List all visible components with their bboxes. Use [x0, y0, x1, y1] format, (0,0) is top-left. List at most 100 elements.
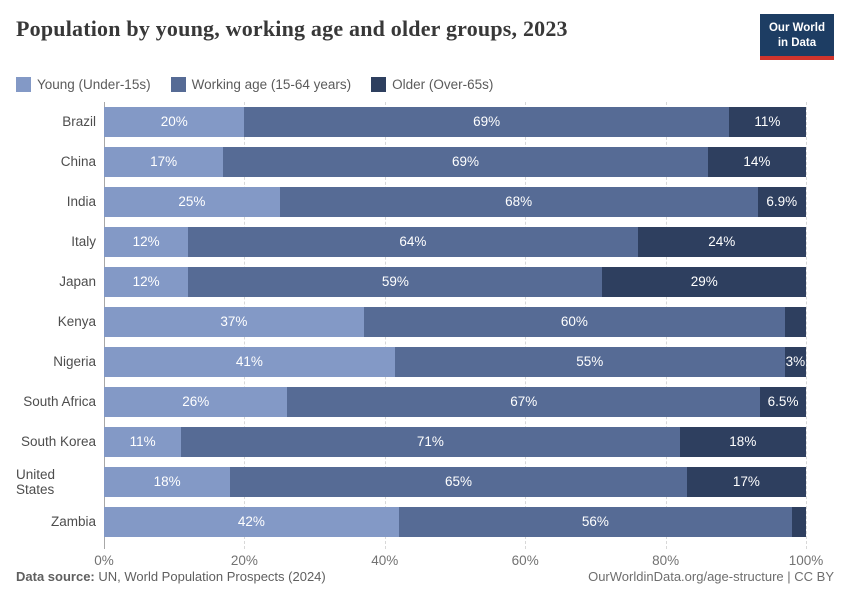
- bar-value-label: 17%: [732, 474, 760, 490]
- bar-value-label: 56%: [581, 514, 609, 530]
- bar-row: 20% 69% 11%: [104, 106, 806, 137]
- x-axis: 0% 20% 40% 60% 80% 100%: [94, 549, 823, 573]
- owid-logo-line1: Our World: [768, 22, 825, 34]
- bar-segment-working-age[interactable]: 69%: [244, 106, 729, 137]
- legend-swatch-icon: [170, 76, 186, 92]
- owid-logo-line2: in Data: [777, 36, 817, 49]
- bar-segment-working-age[interactable]: 56%: [398, 506, 792, 537]
- bar-row: 42% 56%: [104, 506, 807, 537]
- bar-segment-working-age[interactable]: 59%: [188, 266, 603, 297]
- bar-segment-working-age[interactable]: 55%: [394, 346, 785, 377]
- data-source-label: Data source:: [16, 569, 95, 584]
- bar-value-label: 18%: [729, 434, 757, 450]
- bar-row: 12% 59% 29%: [104, 266, 806, 297]
- bar-segment-older[interactable]: 6.9%: [757, 186, 806, 217]
- bar-segment-young[interactable]: 18%: [104, 466, 231, 497]
- bar-row: 37% 60%: [104, 306, 806, 337]
- bar-value-label: 67%: [510, 394, 538, 410]
- bar-segment-older[interactable]: 3%: [784, 346, 806, 377]
- bar-segment-working-age[interactable]: 67%: [287, 386, 761, 417]
- x-axis-tick-label: 100%: [788, 552, 824, 568]
- bar-value-label: 6.9%: [766, 194, 798, 210]
- bar-segment-young[interactable]: 12%: [104, 266, 189, 297]
- country-label: Japan: [59, 274, 96, 290]
- bar-value-label: 24%: [708, 234, 736, 250]
- bar-value-label: 42%: [237, 514, 265, 530]
- bar-segment-young[interactable]: 42%: [104, 506, 399, 537]
- bar-value-label: 12%: [132, 274, 160, 290]
- country-label: South Africa: [23, 394, 96, 410]
- bar-value-label: 41%: [235, 354, 263, 370]
- bar-segment-older[interactable]: 29%: [602, 266, 806, 297]
- legend-label: Young (Under-15s): [37, 76, 151, 92]
- credit-link[interactable]: OurWorldinData.org/age-structure | CC BY: [588, 569, 834, 584]
- country-label: Italy: [71, 234, 96, 250]
- bar-segment-young[interactable]: 25%: [104, 186, 280, 217]
- bar-segment-young[interactable]: 17%: [104, 146, 224, 177]
- country-label: India: [66, 194, 96, 210]
- bar-value-label: 59%: [381, 274, 409, 290]
- bar-value-label: 69%: [452, 154, 480, 170]
- legend: Young (Under-15s) Working age (15-64 year…: [16, 76, 834, 92]
- legend-swatch-icon: [16, 76, 31, 92]
- bar-segment-working-age[interactable]: 60%: [363, 306, 785, 337]
- bar-value-label: 20%: [160, 114, 188, 130]
- bar-segment-young[interactable]: 26%: [104, 386, 288, 417]
- bar-value-label: 68%: [505, 194, 533, 210]
- bar-value-label: 37%: [220, 314, 248, 330]
- bar-segment-working-age[interactable]: 71%: [181, 426, 680, 457]
- bar-value-label: 26%: [182, 394, 210, 410]
- bar-row: 25% 68% 6.9%: [104, 186, 806, 217]
- bar-segment-young[interactable]: 20%: [104, 106, 245, 137]
- bar-value-label: 12%: [132, 234, 160, 250]
- bar-row: 17% 69% 14%: [104, 146, 806, 177]
- country-label: United States: [16, 466, 56, 497]
- bar-value-label: 69%: [473, 114, 501, 130]
- bar-value-label: 64%: [399, 234, 427, 250]
- bar-value-label: 55%: [576, 354, 604, 370]
- bar-row: 41% 55% 3%: [104, 346, 806, 377]
- bar-segment-young[interactable]: 11%: [104, 426, 182, 457]
- x-axis-tick-label: 40%: [371, 552, 399, 568]
- country-label: Zambia: [50, 514, 96, 530]
- country-labels-column: Brazil China India Italy Japan Kenya Nigeria So…: [16, 102, 104, 543]
- x-axis-tick-label: 80%: [652, 552, 680, 568]
- bar-segment-working-age[interactable]: 64%: [188, 226, 638, 257]
- bar-segment-young[interactable]: 41%: [104, 346, 395, 377]
- bar-segment-young[interactable]: 12%: [104, 226, 189, 257]
- bar-value-label: 11%: [754, 114, 781, 130]
- country-label: Nigeria: [53, 354, 96, 370]
- bar-segment-older[interactable]: 11%: [728, 106, 806, 137]
- bar-value-label: 18%: [153, 474, 181, 490]
- bar-segment-older[interactable]: 14%: [707, 146, 806, 177]
- bar-segment-older[interactable]: 6.5%: [760, 386, 806, 417]
- bar-value-label: 11%: [129, 434, 156, 450]
- bar-segment-working-age[interactable]: 65%: [230, 466, 687, 497]
- country-label: Kenya: [57, 314, 96, 330]
- bar-value-label: 60%: [560, 314, 588, 330]
- x-axis-tick-label: 60%: [511, 552, 539, 568]
- bar-segment-older[interactable]: [791, 506, 807, 537]
- header: Population by young, working age and old…: [16, 14, 834, 60]
- x-axis-tick-label: 0%: [94, 552, 114, 568]
- legend-label: Working age (15-64 years): [191, 76, 352, 92]
- x-axis-tick-label: 20%: [230, 552, 258, 568]
- footer: Data source: UN, World Population Prospe…: [16, 569, 834, 584]
- bar-value-label: 65%: [444, 474, 473, 490]
- legend-item: Older (Over-65s): [371, 76, 494, 92]
- country-label: Brazil: [62, 114, 96, 130]
- bar-segment-older[interactable]: 24%: [637, 226, 806, 257]
- bar-segment-older[interactable]: [784, 306, 806, 337]
- legend-label: Older (Over-65s): [392, 76, 494, 92]
- bar-segment-young[interactable]: 37%: [104, 306, 364, 337]
- bar-segment-working-age[interactable]: 69%: [223, 146, 708, 177]
- stacked-bar-chart: Brazil China India Italy Japan Kenya Nigeria So…: [16, 101, 823, 573]
- bar-value-label: 29%: [690, 274, 718, 290]
- bar-segment-older[interactable]: 18%: [679, 426, 806, 457]
- owid-logo[interactable]: Our World in Data: [759, 14, 834, 60]
- country-label: South Korea: [20, 434, 96, 450]
- country-label: China: [60, 154, 96, 170]
- bar-segment-working-age[interactable]: 68%: [279, 186, 758, 217]
- bar-segment-older[interactable]: 17%: [686, 466, 806, 497]
